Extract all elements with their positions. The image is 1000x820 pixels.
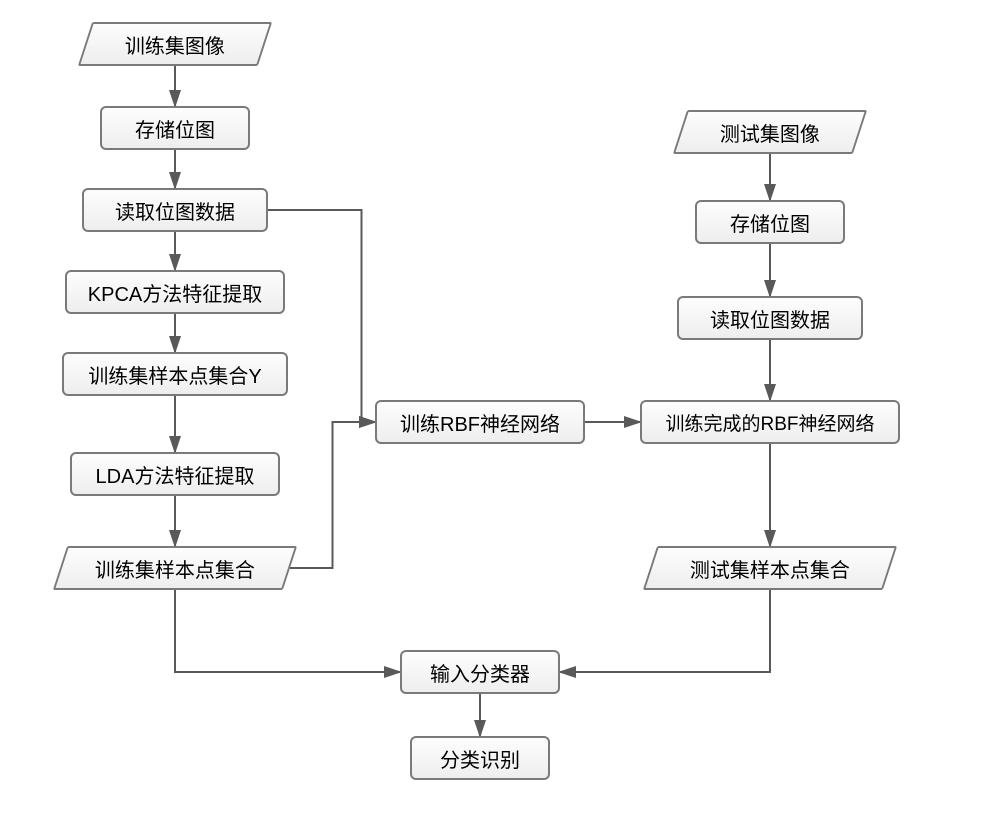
n_kpca-label: KPCA方法特征提取 [88, 278, 262, 307]
flowchart-canvas: 训练集图像存储位图读取位图数据KPCA方法特征提取训练集样本点集合YLDA方法特… [0, 0, 1000, 820]
n_recognize: 分类识别 [410, 736, 550, 780]
n_train_points: 训练集样本点集合 [60, 546, 290, 590]
n_train_rbf-label: 训练RBF神经网络 [400, 408, 560, 437]
n_classifier: 输入分类器 [400, 650, 560, 694]
n_train_set_y: 训练集样本点集合Y [62, 352, 288, 396]
n_train_input-label: 训练集图像 [125, 30, 225, 59]
n_store_bitmap2-label: 存储位图 [730, 208, 810, 237]
n_read_bitmap1: 读取位图数据 [82, 188, 268, 232]
n_test_input: 测试集图像 [680, 110, 860, 154]
n_test_points-label: 测试集样本点集合 [690, 554, 850, 583]
n_trained_rbf-label: 训练完成的RBF神经网络 [665, 409, 874, 436]
n_store_bitmap2: 存储位图 [695, 200, 845, 244]
n_trained_rbf: 训练完成的RBF神经网络 [640, 400, 900, 444]
n_store_bitmap1: 存储位图 [100, 106, 250, 150]
n_read_bitmap2: 读取位图数据 [677, 296, 863, 340]
n_kpca: KPCA方法特征提取 [65, 270, 285, 314]
n_read_bitmap2-label: 读取位图数据 [710, 304, 830, 333]
n_store_bitmap1-label: 存储位图 [135, 114, 215, 143]
n_classifier-label: 输入分类器 [430, 658, 530, 687]
n_read_bitmap1-label: 读取位图数据 [115, 196, 235, 225]
n_test_input-label: 测试集图像 [720, 118, 820, 147]
n_train_set_y-label: 训练集样本点集合Y [88, 360, 261, 389]
n_recognize-label: 分类识别 [440, 744, 520, 773]
n_train_rbf: 训练RBF神经网络 [375, 400, 585, 444]
n_test_points: 测试集样本点集合 [650, 546, 890, 590]
n_lda: LDA方法特征提取 [70, 452, 280, 496]
n_train_input: 训练集图像 [85, 22, 265, 66]
n_lda-label: LDA方法特征提取 [96, 460, 255, 489]
n_train_points-label: 训练集样本点集合 [95, 554, 255, 583]
